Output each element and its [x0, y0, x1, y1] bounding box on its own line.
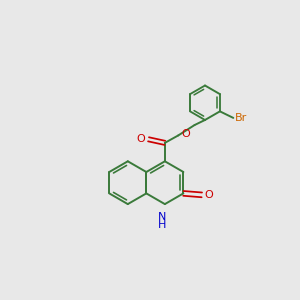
Text: O: O [137, 134, 146, 144]
Text: H: H [158, 220, 167, 230]
Text: O: O [182, 129, 190, 139]
Text: O: O [204, 190, 213, 200]
Text: Br: Br [235, 113, 247, 123]
Text: N: N [158, 212, 167, 222]
